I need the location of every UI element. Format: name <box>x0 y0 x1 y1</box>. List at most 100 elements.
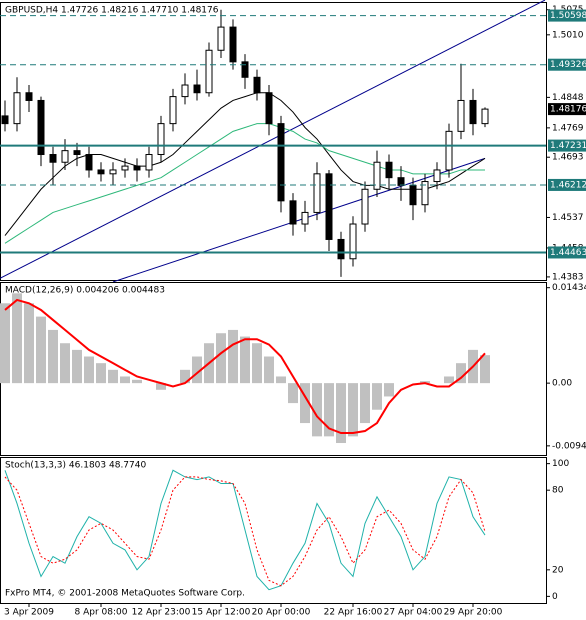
trendline <box>0 0 546 279</box>
histogram-bar <box>24 303 34 384</box>
y-tick-label: 80 <box>552 486 564 496</box>
level-label-box <box>548 139 586 152</box>
histogram-bar <box>156 383 166 390</box>
candle-body <box>409 184 417 206</box>
y-tick-label: 1.4848 <box>552 93 584 103</box>
candle-body <box>373 161 381 190</box>
y-tick-label: -0.009425 <box>552 441 586 451</box>
x-tick-label: 20 Apr 00:00 <box>252 608 311 618</box>
indicator-line <box>4 298 486 435</box>
indicator-line <box>4 92 486 236</box>
histogram-bar <box>60 343 70 384</box>
histogram-bar <box>36 316 46 384</box>
trendline <box>112 157 486 283</box>
panel-border <box>0 457 547 604</box>
level-label-box <box>548 9 586 22</box>
histogram-bar <box>324 383 334 437</box>
candle-body <box>313 173 321 213</box>
histogram-bar <box>348 383 358 437</box>
indicator-line <box>4 476 486 587</box>
level-label: 1.46212 <box>550 180 586 190</box>
candle-body <box>157 123 165 156</box>
histogram-bar <box>132 379 142 384</box>
candle-body <box>445 130 453 171</box>
histogram-bar <box>456 363 466 384</box>
candle-body <box>325 173 333 240</box>
y-tick-label: 0.014345 <box>552 283 586 293</box>
histogram-bar <box>0 303 10 384</box>
candle-body <box>253 76 261 94</box>
panel-title: GBPUSD,H4 1.47726 1.48216 1.47710 1.4817… <box>5 6 219 16</box>
panel-title: MACD(12,26,9) 0.004206 0.004483 <box>5 286 165 296</box>
x-tick-label: 3 Apr 2009 <box>4 608 54 618</box>
candle-body <box>469 99 477 125</box>
y-tick-label: 1.4693 <box>552 153 584 163</box>
level-label: 1.48176 <box>550 105 586 115</box>
histogram-bar <box>192 356 202 384</box>
candle-body <box>337 238 345 260</box>
histogram-bar <box>276 376 286 384</box>
candle-body <box>421 181 429 206</box>
candle-body <box>37 99 45 156</box>
histogram-bar <box>252 343 262 384</box>
candle-body <box>13 92 21 125</box>
indicator-line <box>4 123 485 244</box>
candle-body <box>121 165 129 171</box>
candle-body <box>457 99 465 132</box>
candle-body <box>193 84 201 94</box>
candle-body <box>25 92 33 101</box>
level-label: 1.50598 <box>550 11 586 21</box>
y-tick-label: 20 <box>552 565 564 575</box>
histogram-bar <box>300 383 310 424</box>
candle-body <box>133 165 141 171</box>
x-tick-label: 15 Apr 12:00 <box>192 608 251 618</box>
level-label: 1.44463 <box>550 248 586 258</box>
histogram-bar <box>48 329 58 384</box>
panel-title: Stoch(13,3,3) 46.1803 48.7740 <box>5 461 146 471</box>
histogram-bar <box>216 333 226 384</box>
histogram-bar <box>96 363 106 384</box>
candle-body <box>385 161 393 179</box>
level-label-box <box>548 58 586 71</box>
histogram-bar <box>108 369 118 384</box>
candle-body <box>361 188 369 225</box>
histogram-bar <box>444 376 454 384</box>
candle-body <box>289 200 297 225</box>
x-tick-label: 29 Apr 20:00 <box>444 608 503 618</box>
histogram-bar <box>228 329 238 384</box>
candle-body <box>229 26 237 63</box>
panel-border <box>0 2 547 281</box>
histogram-bar <box>84 356 94 384</box>
candle-body <box>205 49 213 94</box>
candle-body <box>109 169 117 175</box>
candle-body <box>397 177 405 186</box>
level-label: 1.49326 <box>550 60 586 70</box>
candle-body <box>73 150 81 156</box>
candle-body <box>181 84 189 98</box>
candle-body <box>1 115 9 125</box>
y-tick-label: 1.4383 <box>552 272 584 282</box>
y-tick-label: 1.4537 <box>552 213 584 223</box>
histogram-bar <box>336 383 346 444</box>
level-label-box <box>548 103 586 116</box>
x-tick-label: 8 Apr 08:00 <box>75 608 128 618</box>
candle-body <box>481 108 489 125</box>
candle-body <box>433 169 441 183</box>
histogram-bar <box>360 383 370 424</box>
candle-body <box>349 223 357 260</box>
y-tick-label: 1.5010 <box>552 30 584 40</box>
candle-body <box>277 123 285 202</box>
candle-body <box>301 211 309 225</box>
x-tick-label: 22 Apr 16:00 <box>324 608 383 618</box>
candle-body <box>217 26 225 51</box>
histogram-bar <box>180 369 190 384</box>
histogram-bar <box>372 383 382 410</box>
histogram-bar <box>12 293 22 384</box>
histogram-bar <box>120 376 130 384</box>
level-label-box <box>548 178 586 191</box>
histogram-bar <box>384 383 394 397</box>
level-label-box <box>548 246 586 259</box>
candle-body <box>169 96 177 125</box>
